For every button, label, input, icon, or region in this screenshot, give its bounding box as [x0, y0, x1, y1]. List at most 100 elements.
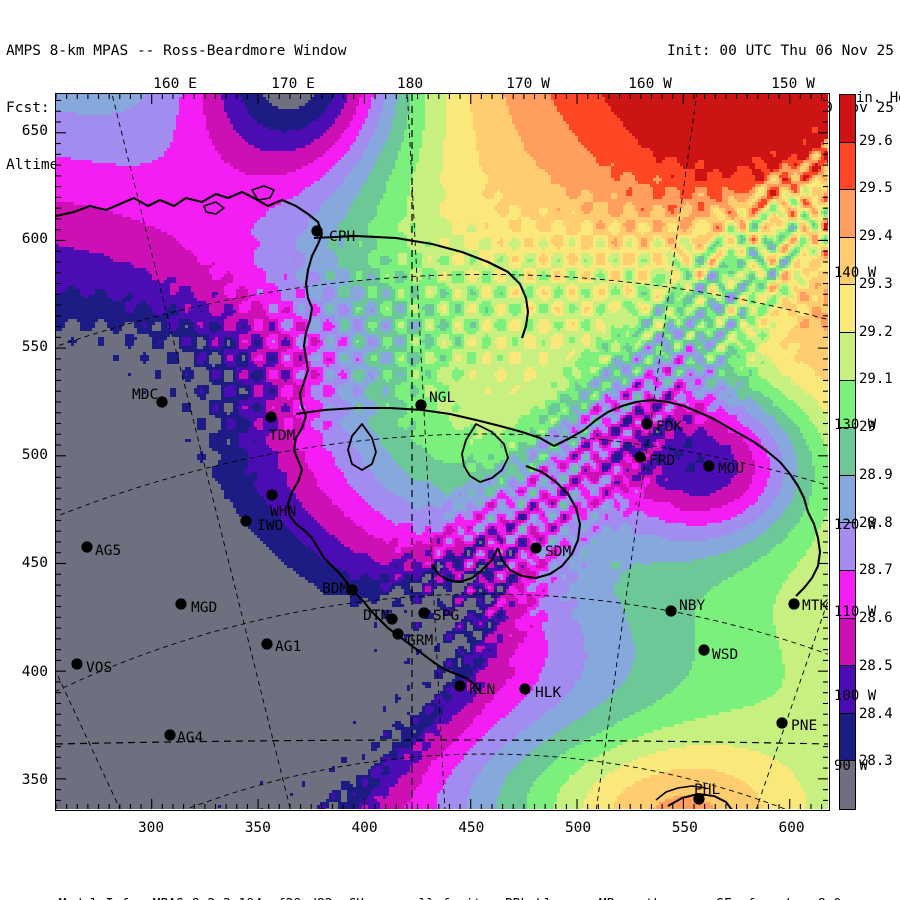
x-axis-tick-label: 300 — [137, 820, 165, 836]
coastline-path — [203, 201, 225, 215]
station-dot — [175, 598, 187, 610]
station-dot — [454, 680, 466, 692]
coastline-path — [497, 465, 582, 580]
station-dot — [386, 613, 398, 625]
parallel-major-line — [56, 739, 828, 745]
station-label: MDC — [132, 387, 158, 403]
station-label: HLK — [535, 685, 561, 701]
station-marker[interactable]: MDC — [132, 387, 168, 408]
station-label: WHN — [270, 504, 296, 520]
station-dot — [788, 598, 800, 610]
station-dot — [519, 683, 531, 695]
station-marker[interactable]: FDK — [641, 418, 682, 435]
station-marker[interactable]: HLK — [519, 683, 561, 701]
model-info-line-1: Model Info: MPASv8.2.3-194-gf29cd82c CU:… — [0, 896, 900, 900]
station-label: FRD — [649, 453, 675, 469]
longitude-label-side: 140 W — [834, 265, 877, 281]
colorbar-band — [840, 570, 855, 619]
station-label: AG5 — [95, 543, 121, 559]
station-dot — [776, 717, 788, 729]
station-dot — [703, 460, 715, 472]
station-marker[interactable]: PHL — [693, 782, 720, 805]
station-marker[interactable]: PNE — [776, 717, 817, 734]
station-marker[interactable]: MTK — [788, 598, 828, 614]
station-marker[interactable]: AG4 — [164, 729, 203, 746]
station-label: NGL — [429, 390, 455, 406]
longitude-label-side: 110 W — [834, 604, 877, 620]
station-dot — [71, 658, 83, 670]
contour-band-region — [470, 94, 828, 809]
station-label: PHL — [694, 782, 720, 798]
station-marker[interactable]: NBY — [665, 598, 705, 617]
station-dot — [164, 729, 176, 741]
contour-band-region — [551, 94, 828, 256]
station-marker[interactable]: SPG — [418, 607, 459, 624]
coastline-path — [553, 398, 810, 513]
colorbar-band — [840, 713, 855, 762]
station-dot — [530, 542, 542, 554]
longitude-label-top: 170 E — [271, 76, 315, 92]
y-axis-tick-label: 500 — [21, 447, 48, 464]
colorbar-band — [840, 95, 855, 143]
station-marker[interactable]: TDM — [265, 411, 295, 444]
colorbar-band — [840, 237, 855, 286]
station-marker[interactable]: CPH — [311, 225, 355, 245]
station-label: FDK — [656, 419, 682, 435]
colorbar-units-label: in. Hg — [856, 90, 900, 106]
contour-band-region — [56, 94, 797, 809]
station-marker[interactable]: SDM — [530, 542, 571, 560]
colorbar-tick-label: 29.2 — [859, 323, 893, 340]
station-marker[interactable]: IWO — [240, 515, 283, 534]
station-marker[interactable]: FRD — [634, 451, 675, 469]
station-label: SDM — [545, 544, 571, 560]
station-marker[interactable]: MOU — [703, 460, 744, 477]
station-marker[interactable]: WHN — [266, 489, 296, 520]
colorbar-tick-label: 29.5 — [859, 180, 893, 197]
colorbar-band — [840, 380, 855, 429]
y-axis-tick-label: 650 — [21, 122, 48, 139]
coastline-path — [313, 234, 530, 339]
station-marker[interactable]: BDM — [322, 581, 358, 597]
station-label: CPH — [329, 229, 355, 245]
longitude-label-side: 100 W — [834, 688, 877, 704]
colorbar-tick-label: 28.6 — [859, 610, 893, 627]
contour-band-region — [386, 94, 828, 809]
colorbar-band — [840, 142, 855, 191]
longitude-label-top: 180 — [396, 76, 424, 92]
coastline-path — [461, 423, 509, 483]
x-axis-tick-label: 450 — [458, 820, 485, 836]
station-label: AG4 — [177, 730, 203, 746]
colorbar-band — [840, 285, 855, 333]
station-dot — [261, 638, 273, 650]
station-label: SPG — [433, 608, 459, 624]
station-label: MGD — [191, 600, 217, 616]
station-marker[interactable]: MGD — [175, 598, 217, 616]
station-marker[interactable]: KLN — [454, 680, 495, 698]
parallel-arc — [56, 273, 828, 347]
x-axis-tick-label: 500 — [564, 820, 592, 836]
longitude-label-side: 90 W — [834, 758, 868, 774]
station-marker[interactable]: VOS — [71, 658, 112, 676]
station-label: NBY — [679, 598, 705, 614]
colorbar-band — [840, 475, 855, 524]
station-marker[interactable]: WSD — [698, 644, 738, 663]
y-axis-tick-label: 450 — [21, 555, 48, 572]
longitude-label-top: 160 E — [153, 76, 197, 92]
station-label: DTN — [363, 608, 389, 624]
station-marker[interactable]: AG1 — [261, 638, 301, 655]
y-axis-tick-label: 400 — [21, 663, 48, 680]
colorbar-tick-label: 28.4 — [859, 705, 893, 722]
longitude-label-top: 170 W — [506, 76, 550, 92]
longitude-label-top: 160 W — [628, 76, 672, 92]
station-dot — [346, 584, 358, 596]
colorbar-tick-label: 28.9 — [859, 466, 893, 483]
colorbar-tick-label: 28.3 — [859, 753, 893, 770]
station-marker[interactable]: GRM — [392, 628, 433, 649]
station-marker[interactable]: AG5 — [81, 541, 121, 559]
station-marker[interactable]: DTN — [363, 608, 398, 625]
station-dot — [240, 515, 252, 527]
station-dot — [415, 399, 427, 411]
y-axis-tick-label: 550 — [21, 339, 48, 356]
x-axis-tick-label: 600 — [778, 820, 805, 836]
station-marker[interactable]: NGL — [415, 390, 455, 411]
